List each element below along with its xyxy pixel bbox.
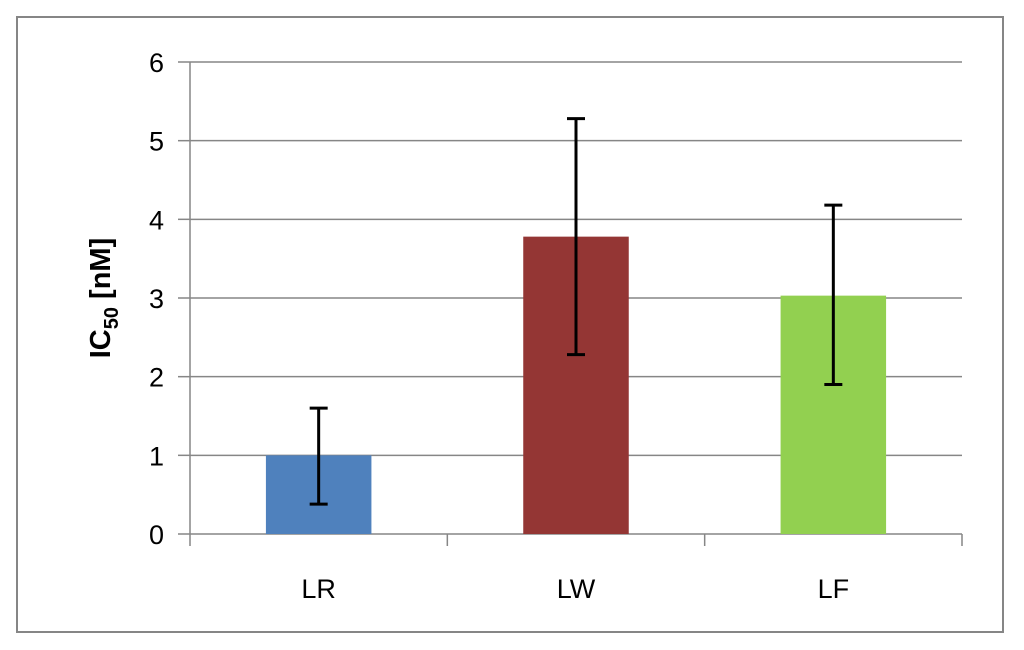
x-tick-label: LF xyxy=(818,574,850,604)
error-bars xyxy=(309,117,843,506)
tick-labels: 0 1 2 3 4 5 6 LR LW LF xyxy=(149,48,849,604)
y-tick-label: 4 xyxy=(149,205,164,235)
y-tick-label: 1 xyxy=(149,441,164,471)
y-tick-label: 3 xyxy=(149,284,164,314)
y-tick-label: 2 xyxy=(149,363,164,393)
x-tick-label: LW xyxy=(557,574,596,604)
y-axis-label-sub: 50 xyxy=(101,307,123,329)
y-axis-label-suffix: [nM] xyxy=(85,238,117,307)
y-tick-label: 5 xyxy=(149,127,164,157)
y-tick-label: 0 xyxy=(149,520,164,550)
x-tick-label: LR xyxy=(301,574,336,604)
y-tick-label: 6 xyxy=(149,48,164,78)
y-axis-label-main: IC xyxy=(85,329,117,358)
y-axis-label: IC50 [nM] xyxy=(85,238,123,359)
